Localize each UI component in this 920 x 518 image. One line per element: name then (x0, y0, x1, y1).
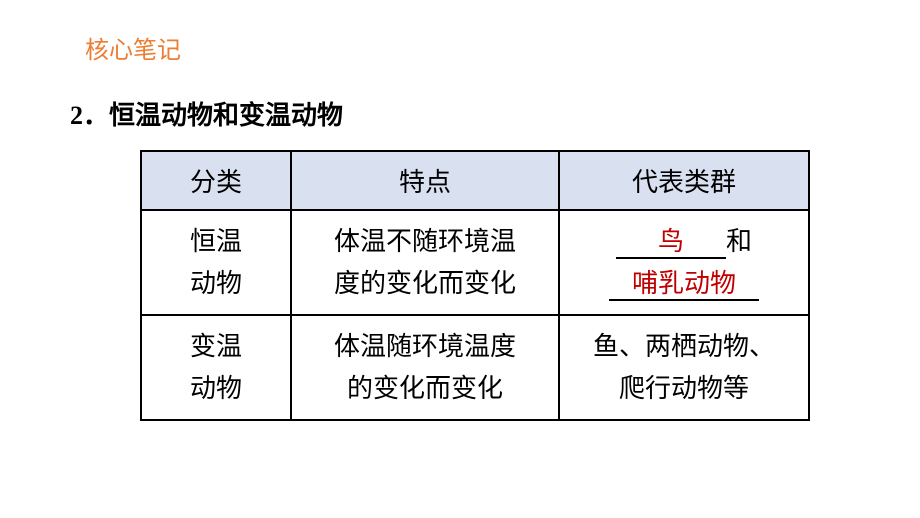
section-title: 2．恒温动物和变温动物 (70, 95, 835, 132)
category-line1: 变温 (190, 332, 242, 361)
table-row: 恒温 动物 体温不随环境温 度的变化而变化 鸟和 哺乳动物 (141, 210, 809, 315)
cell-feature-1: 体温不随环境温 度的变化而变化 (291, 210, 559, 315)
header-category: 分类 (141, 151, 291, 210)
cell-category-2: 变温 动物 (141, 315, 291, 420)
feature-line1: 体温不随环境温 (334, 227, 516, 256)
category-line2: 动物 (190, 374, 242, 403)
feature-line2: 度的变化而变化 (334, 269, 516, 298)
section-heading: 恒温动物和变温动物 (109, 101, 343, 130)
cell-rep-1: 鸟和 哺乳动物 (559, 210, 809, 315)
and-text: 和 (726, 227, 752, 256)
fill-blank-2: 哺乳动物 (609, 268, 759, 301)
fill-blank-1: 鸟 (616, 226, 726, 259)
rep-line2: 爬行动物等 (619, 374, 749, 403)
header-feature: 特点 (291, 151, 559, 210)
category-line2: 动物 (190, 269, 242, 298)
core-notes-label: 核心笔记 (85, 30, 835, 65)
feature-line2: 的变化而变化 (347, 374, 503, 403)
table-header-row: 分类 特点 代表类群 (141, 151, 809, 210)
rep-line1: 鱼、两栖动物、 (593, 332, 775, 361)
category-line1: 恒温 (190, 227, 242, 256)
cell-feature-2: 体温随环境温度 的变化而变化 (291, 315, 559, 420)
table-wrapper: 分类 特点 代表类群 恒温 动物 体温不随环境温 度的变化而变化 鸟和 哺乳动物 (140, 150, 835, 421)
table-row: 变温 动物 体温随环境温度 的变化而变化 鱼、两栖动物、 爬行动物等 (141, 315, 809, 420)
header-representatives: 代表类群 (559, 151, 809, 210)
classification-table: 分类 特点 代表类群 恒温 动物 体温不随环境温 度的变化而变化 鸟和 哺乳动物 (140, 150, 810, 421)
feature-line1: 体温随环境温度 (334, 332, 516, 361)
cell-rep-2: 鱼、两栖动物、 爬行动物等 (559, 315, 809, 420)
cell-category-1: 恒温 动物 (141, 210, 291, 315)
section-number: 2． (70, 101, 109, 130)
